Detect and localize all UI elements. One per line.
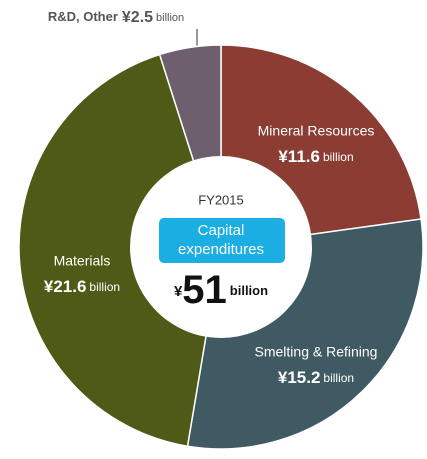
badge-line: expenditures: [178, 241, 264, 258]
pie-slice: [18, 53, 222, 448]
badge-line: Capital: [198, 222, 245, 239]
slice-value: ¥15.2 billion: [278, 368, 354, 387]
slice-label: Mineral Resources: [258, 123, 375, 139]
value-unit: billion: [323, 371, 354, 385]
value-unit: billion: [323, 150, 354, 164]
value-label: ¥11.6: [278, 147, 320, 166]
total-value: 51: [182, 268, 227, 312]
slice-label: Smelting & Refining: [255, 344, 378, 360]
slice-label: Materials: [54, 253, 111, 269]
value-label: ¥15.2: [278, 368, 321, 387]
total-unit: billion: [230, 283, 268, 298]
slice-value: ¥11.6 billion: [278, 147, 353, 166]
category-label: R&D, Other: [48, 9, 118, 24]
value-label: ¥2.5: [122, 9, 153, 26]
value-label: ¥21.6: [44, 277, 87, 296]
center-total: ¥51 billion: [174, 268, 268, 312]
value-unit: billion: [89, 280, 120, 294]
center-badge: [159, 218, 285, 263]
center-year: FY2015: [198, 192, 244, 207]
total-currency: ¥: [174, 283, 183, 300]
value-unit: billion: [156, 12, 184, 24]
slice-label: R&D, Other ¥2.5 billion: [48, 9, 184, 26]
slice-value: ¥21.6 billion: [44, 277, 120, 296]
